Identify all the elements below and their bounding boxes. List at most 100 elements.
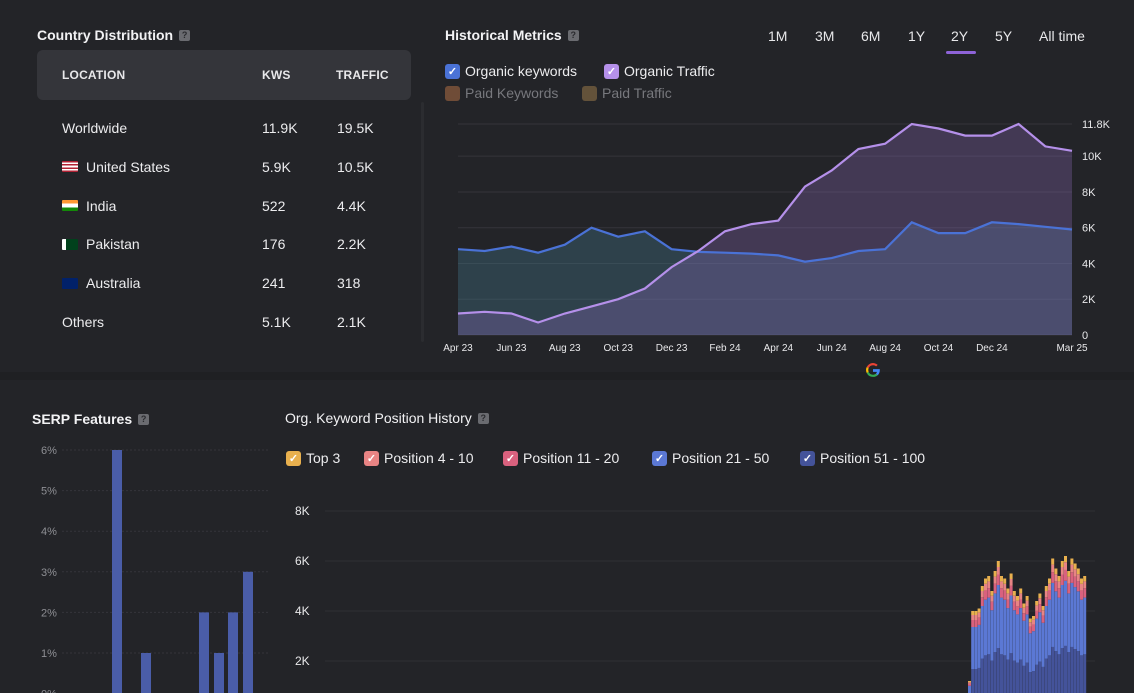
position-bar-segment[interactable] <box>1016 662 1019 693</box>
position-bar-segment[interactable] <box>1070 572 1074 583</box>
position-bar-segment[interactable] <box>974 627 978 669</box>
position-bar-segment[interactable] <box>1080 583 1083 591</box>
position-bar-segment[interactable] <box>990 595 994 602</box>
position-bar-segment[interactable] <box>996 561 1000 567</box>
help-icon[interactable]: ? <box>477 412 489 424</box>
position-bar-segment[interactable] <box>980 591 984 598</box>
position-bar-segment[interactable] <box>1038 604 1042 613</box>
position-bar-segment[interactable] <box>1076 591 1080 652</box>
position-bar-segment[interactable] <box>1038 598 1042 605</box>
position-bar-segment[interactable] <box>1044 606 1048 659</box>
position-bar-segment[interactable] <box>1009 579 1013 586</box>
serp-bar[interactable] <box>214 653 224 693</box>
position-bar-segment[interactable] <box>1060 561 1064 567</box>
kws-column-header[interactable]: KWS <box>262 68 291 82</box>
checkbox-checked-icon[interactable]: ✓ <box>503 450 518 466</box>
position-bar-segment[interactable] <box>1006 659 1010 693</box>
position-bar-segment[interactable] <box>1038 612 1042 662</box>
position-bar-segment[interactable] <box>990 660 994 693</box>
position-bar-segment[interactable] <box>1009 653 1013 693</box>
serp-bar[interactable] <box>243 571 253 693</box>
position-bar-segment[interactable] <box>1006 608 1010 660</box>
position-bar-segment[interactable] <box>1051 646 1055 693</box>
position-bar-segment[interactable] <box>1032 624 1035 632</box>
position-bar-segment[interactable] <box>977 667 981 693</box>
country-row[interactable]: Worldwide 11.9K 19.5K <box>62 120 402 140</box>
position-bar-segment[interactable] <box>984 578 987 584</box>
position-bar-segment[interactable] <box>968 681 971 683</box>
position-bar-segment[interactable] <box>1041 606 1045 611</box>
position-bar-segment[interactable] <box>1000 588 1003 598</box>
position-bar-segment[interactable] <box>1000 597 1003 655</box>
position-bar-segment[interactable] <box>1048 583 1051 591</box>
position-bar-segment[interactable] <box>1041 615 1045 623</box>
position-bar-segment[interactable] <box>1022 603 1026 608</box>
position-bar-segment[interactable] <box>1000 576 1003 582</box>
position-bar-segment[interactable] <box>1083 581 1087 589</box>
position-bar-segment[interactable] <box>1060 648 1064 693</box>
position-bar-segment[interactable] <box>984 599 987 656</box>
position-bar-segment[interactable] <box>987 597 991 655</box>
position-bar-segment[interactable] <box>993 571 997 577</box>
position-bar-segment[interactable] <box>1009 585 1013 596</box>
position-bar-segment[interactable] <box>1012 601 1016 611</box>
position-bar-segment[interactable] <box>1051 572 1055 583</box>
position-bar-segment[interactable] <box>971 615 975 620</box>
position-bar-segment[interactable] <box>996 567 1000 575</box>
position-bar-segment[interactable] <box>1035 664 1039 693</box>
position-bar-segment[interactable] <box>993 652 997 693</box>
position-bar-segment[interactable] <box>993 593 997 653</box>
position-bar-segment[interactable] <box>1028 618 1032 623</box>
position-bar-segment[interactable] <box>1022 620 1026 666</box>
serp-bar[interactable] <box>112 450 122 693</box>
position-bar-segment[interactable] <box>1080 578 1083 584</box>
position-bar-segment[interactable] <box>1060 585 1064 648</box>
position-bar-segment[interactable] <box>1064 645 1067 693</box>
position-bar-segment[interactable] <box>1016 596 1019 601</box>
series-line-organic-traffic[interactable] <box>457 122 1073 324</box>
position-bar-segment[interactable] <box>1003 590 1007 600</box>
position-bar-segment[interactable] <box>1064 562 1067 570</box>
position-bar-segment[interactable] <box>1016 606 1019 615</box>
position-bar-segment[interactable] <box>1073 569 1077 577</box>
position-bar-segment[interactable] <box>1003 655 1007 693</box>
country-row[interactable]: Pakistan 176 2.2K <box>62 236 402 256</box>
position-bar-segment[interactable] <box>1054 581 1058 592</box>
position-bar-segment[interactable] <box>1044 591 1048 598</box>
position-bar-segment[interactable] <box>1054 574 1058 582</box>
location-column-header[interactable]: LOCATION <box>62 68 126 82</box>
position-bar-segment[interactable] <box>1051 582 1055 647</box>
position-bar-segment[interactable] <box>993 583 997 594</box>
position-bar-segment[interactable] <box>971 620 975 627</box>
position-bar-segment[interactable] <box>1000 581 1003 589</box>
position-bar-segment[interactable] <box>984 583 987 591</box>
position-bar-segment[interactable] <box>1006 588 1010 594</box>
checkbox-checked-icon[interactable]: ✓ <box>286 450 301 466</box>
position-bar-segment[interactable] <box>1057 576 1061 582</box>
position-bar-segment[interactable] <box>1073 649 1077 693</box>
checkbox-checked-icon[interactable]: ✓ <box>800 450 815 466</box>
position-bar-segment[interactable] <box>1070 646 1074 693</box>
position-bar-segment[interactable] <box>1000 654 1003 693</box>
position-bar-segment[interactable] <box>980 658 984 693</box>
position-bar-segment[interactable] <box>987 654 991 693</box>
position-bar-segment[interactable] <box>1067 571 1071 577</box>
checkbox-checked-icon[interactable]: ✓ <box>364 450 379 466</box>
position-bar-segment[interactable] <box>993 576 997 584</box>
country-row[interactable]: India 522 4.4K <box>62 198 402 218</box>
position-bar-segment[interactable] <box>1083 597 1087 655</box>
position-bar-segment[interactable] <box>1060 574 1064 586</box>
position-bar-segment[interactable] <box>1083 576 1087 582</box>
legend-item-paid-traffic[interactable]: Paid Traffic <box>582 85 672 101</box>
position-bar-segment[interactable] <box>1022 607 1026 614</box>
position-bar-segment[interactable] <box>1003 578 1007 584</box>
checkbox-checked-icon[interactable]: ✓ <box>445 63 460 79</box>
position-bar-segment[interactable] <box>1073 576 1077 588</box>
position-bar-segment[interactable] <box>1012 610 1016 661</box>
position-bar-segment[interactable] <box>1025 596 1029 601</box>
legend-item-position-21-50[interactable]: ✓ Position 21 - 50 <box>652 450 769 466</box>
range-tab-2y[interactable]: 2Y <box>951 28 969 44</box>
position-bar-segment[interactable] <box>1035 618 1039 665</box>
position-bar-segment[interactable] <box>1003 583 1007 591</box>
position-bar-segment[interactable] <box>1076 574 1080 582</box>
